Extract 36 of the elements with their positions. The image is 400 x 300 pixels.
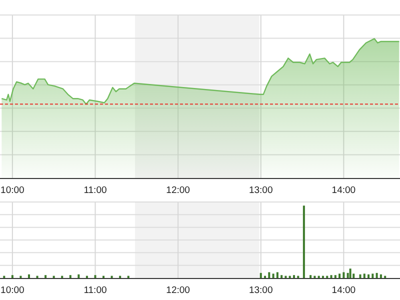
bar: [268, 272, 270, 278]
x-tick-label: 12:00: [166, 285, 190, 296]
bar: [276, 272, 278, 278]
x-tick-label: 10:00: [0, 285, 24, 296]
bar: [302, 206, 305, 278]
x-tick-label: 13:00: [248, 185, 273, 196]
bar: [310, 275, 312, 278]
bar: [359, 274, 362, 278]
bar: [376, 272, 378, 278]
x-tick-label: 10:00: [0, 185, 24, 196]
bar: [342, 272, 345, 278]
bar: [78, 274, 80, 278]
bar: [292, 275, 295, 278]
bar: [272, 274, 274, 278]
bar: [44, 275, 47, 278]
x-tick-label: 11:00: [84, 285, 107, 296]
x-tick-label: 14:00: [332, 285, 356, 296]
bar: [338, 274, 341, 278]
x-tick-label: 12:00: [166, 185, 190, 196]
bar: [69, 275, 72, 278]
bar: [334, 275, 336, 278]
bar: [368, 274, 370, 278]
bar: [280, 275, 283, 278]
bar: [11, 275, 14, 278]
bar: [346, 272, 349, 278]
bar: [94, 275, 96, 278]
bar: [380, 274, 382, 278]
x-tick-label: 14:00: [332, 185, 356, 196]
bar: [28, 274, 30, 278]
bar: [363, 274, 366, 278]
x-tick-label: 11:00: [84, 185, 107, 196]
x-tick-label: 13:00: [248, 285, 273, 296]
bar: [349, 268, 352, 278]
bar: [260, 272, 262, 278]
bar: [330, 275, 332, 278]
bar: [372, 274, 374, 278]
